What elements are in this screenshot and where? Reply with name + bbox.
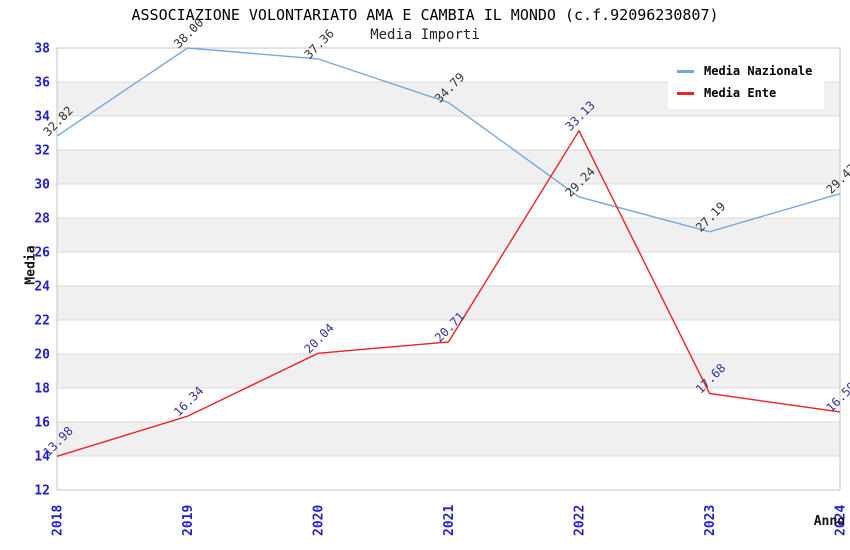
y-tick-label: 30 [34,178,50,193]
legend: Media Nazionale Media Ente [668,56,825,109]
y-tick-label: 32 [34,144,50,159]
x-tick-label: 2024 [834,505,849,536]
y-tick-label: 22 [34,314,50,329]
plot-band [57,422,840,456]
plot-band [57,218,840,252]
legend-item-media-ente[interactable]: Media Ente [677,86,812,100]
y-tick-label: 26 [34,246,50,261]
plot-band [57,150,840,184]
x-tick-label: 2018 [51,505,66,536]
y-axis-title: Media [23,245,39,285]
legend-item-media-nazionale[interactable]: Media Nazionale [677,64,812,78]
y-tick-label: 24 [34,280,50,295]
y-tick-label: 36 [34,76,50,91]
y-tick-label: 14 [34,450,50,465]
x-axis-title: Anno [813,514,845,529]
chart-title: ASSOCIAZIONE VOLONTARIATO AMA E CAMBIA I… [131,6,719,24]
y-tick-label: 16 [34,416,50,431]
plot-band [57,320,840,354]
plot-band [57,354,840,388]
x-tick-label: 2022 [573,505,588,536]
legend-label-media-ente: Media Ente [704,86,777,100]
series-line-media-ente [56,129,841,458]
legend-label-media-nazionale: Media Nazionale [704,64,813,78]
plot-border [56,47,841,491]
chart-subtitle: Media Importi [370,27,480,43]
y-tick-label: 28 [34,212,50,227]
series-line-media-nazionale [56,47,841,233]
x-tick-label: 2019 [181,505,196,536]
y-tick-label: 38 [34,42,50,57]
media-nazionale-line-marker [677,69,694,73]
y-tick-label: 18 [34,382,50,397]
plot-band [57,184,840,218]
x-tick-label: 2023 [703,505,718,536]
media-ente-line-marker [677,91,694,95]
x-tick-label: 2021 [442,505,457,536]
y-tick-label: 20 [34,348,50,363]
plot-band [57,286,840,320]
y-tick-label: 12 [34,484,50,499]
y-tick-label: 34 [34,110,50,125]
data-label-media-nazionale: 38.00 [171,15,206,50]
plot-band [57,456,840,490]
x-tick-label: 2020 [312,505,327,536]
plot-band [57,252,840,286]
plot-band [57,116,840,150]
